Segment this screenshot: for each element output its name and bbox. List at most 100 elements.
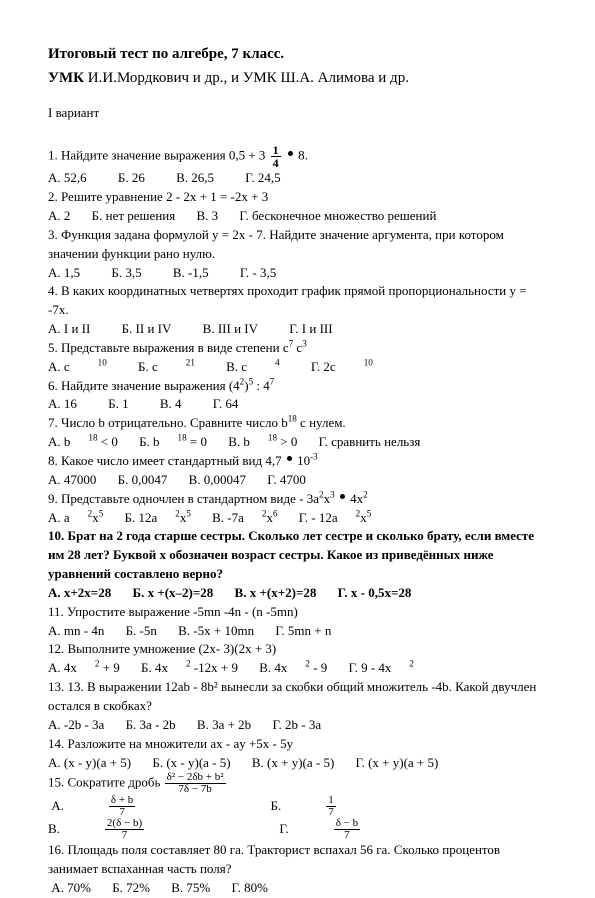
q5-opt-c: В. c4 [226, 358, 280, 377]
q2-options: А. 2 Б. нет решения В. 3 Г. бесконечное … [48, 207, 547, 226]
q8-opt-a: А. 47000 [48, 471, 96, 490]
dot-icon [287, 456, 292, 461]
q12-opt-b: Б. 4x2 -12x + 9 [141, 659, 238, 678]
q7-options: А. b18 < 0 Б. b18 = 0 В. b18 > 0 Г. срав… [48, 433, 547, 452]
q6-opt-a: А. 16 [48, 395, 77, 414]
question-3: 3. Функция задана формулой y = 2x - 7. Н… [48, 226, 547, 264]
q16-options: А. 70% Б. 72% В. 75% Г. 80% [48, 879, 547, 898]
q13-opt-d: Г. 2b - 3a [272, 716, 321, 735]
q14-options: А. (x - y)(a + 5) Б. (x - y)(a - 5) В. (… [48, 754, 547, 773]
q8-text: 8. Какое число имеет стандартный вид 4,7 [48, 453, 285, 468]
question-6: 6. Найдите значение выражения (42)5 : 47 [48, 377, 547, 396]
q14-opt-c: В. (x + y)(a - 5) [252, 754, 334, 773]
q16-opt-b: Б. 72% [112, 879, 150, 898]
q6-text: 6. Найдите значение выражения (4 [48, 378, 240, 393]
q5-opt-b: Б. c21 [138, 358, 195, 377]
q1-opt-b: Б. 26 [118, 169, 145, 188]
q1-opt-d: Г. 24,5 [245, 169, 280, 188]
q8-opt-b: Б. 0,0047 [118, 471, 168, 490]
q15-options: А. δ + b7 Б. 17 В. 2(δ − b)7 Г. δ − b7 [48, 795, 547, 841]
q10-opt-b: Б. x +(x–2)=28 [132, 584, 213, 603]
q5-opt-d: Г. 2c10 [311, 358, 373, 377]
q5-options: А. c10 Б. c21 В. c4 Г. 2c10 [48, 358, 547, 377]
q10-options: А. x+2x=28 Б. x +(x–2)=28 В. x +(x+2)=28… [48, 584, 547, 603]
page-title: Итоговый тест по алгебре, 7 класс. [48, 44, 547, 66]
q6-options: А. 16 Б. 1 В. 4 Г. 64 [48, 395, 547, 414]
q5-opt-a: А. c10 [48, 358, 107, 377]
q15-opt-a: А. δ + b7 [48, 795, 223, 818]
question-8: 8. Какое число имеет стандартный вид 4,7… [48, 452, 547, 471]
q7-tail: с нулем. [297, 415, 346, 430]
subtitle-body: И.И.Мордкович и др., и УМК Ш.А. Алимова … [88, 70, 409, 86]
q15-text: 15. Сократите дробь [48, 775, 164, 790]
q1-text: 1. Найдите значение выражения 0,5 + 3 [48, 148, 269, 163]
q6-opt-d: Г. 64 [213, 395, 239, 414]
subtitle-prefix: УМК [48, 70, 88, 86]
question-13: 13. 13. В выражении 12ab - 8b² вынесли з… [48, 678, 547, 716]
q4-opt-c: В. III и IV [203, 320, 258, 339]
q4-opt-b: Б. II и IV [122, 320, 172, 339]
q9-options: А. a2x5 Б. 12a2x5 В. -7a2x6 Г. - 12a2x5 [48, 509, 547, 528]
question-12: 12. Выполните умножение (2x- 3)(2x + 3) [48, 640, 547, 659]
q10-opt-d: Г. x - 0,5x=28 [338, 584, 412, 603]
q3-opt-d: Г. - 3,5 [240, 264, 276, 283]
q8-opt-c: В. 0,00047 [189, 471, 246, 490]
q15-opt-d: Г. δ − b7 [279, 818, 448, 841]
question-7: 7. Число b отрицательно. Сравните число … [48, 414, 547, 433]
q9-opt-b: Б. 12a2x5 [125, 509, 191, 528]
q10-opt-a: А. x+2x=28 [48, 584, 111, 603]
page-subtitle: УМК И.И.Мордкович и др., и УМК Ш.А. Алим… [48, 68, 547, 90]
fraction-icon: δ² − 2δb + b²7δ − 7b [165, 772, 226, 795]
q3-opt-b: Б. 3,5 [111, 264, 141, 283]
q13-opt-a: А. -2b - 3a [48, 716, 104, 735]
q12-options: А. 4x2 + 9 Б. 4x2 -12x + 9 В. 4x2 - 9 Г.… [48, 659, 547, 678]
q11-opt-a: А. mn - 4n [48, 622, 104, 641]
q4-opt-a: А. I и II [48, 320, 90, 339]
q9-opt-c: В. -7a2x6 [212, 509, 277, 528]
q11-options: А. mn - 4n Б. -5n В. -5x + 10mn Г. 5mn +… [48, 622, 547, 641]
q13-opt-b: Б. 3a - 2b [126, 716, 176, 735]
q7-text: 7. Число b отрицательно. Сравните число … [48, 415, 288, 430]
q5-text: 5. Представьте выражения в виде степени … [48, 340, 289, 355]
q12-opt-d: Г. 9 - 4x2 [349, 659, 414, 678]
q12-opt-c: В. 4x2 - 9 [259, 659, 327, 678]
q11-opt-d: Г. 5mn + n [275, 622, 331, 641]
q6-opt-c: В. 4 [160, 395, 182, 414]
q10-opt-c: В. x +(x+2)=28 [235, 584, 317, 603]
q3-opt-a: А. 1,5 [48, 264, 80, 283]
q14-opt-a: А. (x - y)(a + 5) [48, 754, 131, 773]
q13-options: А. -2b - 3a Б. 3a - 2b В. 3a + 2b Г. 2b … [48, 716, 547, 735]
q11-opt-c: В. -5x + 10mn [178, 622, 254, 641]
q9-opt-a: А. a2x5 [48, 509, 103, 528]
q1-options: А. 52,6 Б. 26 В. 26,5 Г. 24,5 [48, 169, 547, 188]
q2-opt-b: Б. нет решения [92, 207, 176, 226]
question-10: 10. Брат на 2 года старше сестры. Скольк… [48, 527, 547, 584]
q2-opt-c: В. 3 [196, 207, 218, 226]
q16-opt-c: В. 75% [171, 879, 210, 898]
q7-opt-d: Г. сравнить нельзя [319, 433, 421, 452]
q15-opt-b: Б. 17 [271, 795, 424, 818]
q7-opt-b: Б. b18 = 0 [139, 433, 207, 452]
q11-opt-b: Б. -5n [126, 622, 157, 641]
q16-opt-a: А. 70% [51, 879, 91, 898]
q8-opt-d: Г. 4700 [267, 471, 306, 490]
q7-opt-a: А. b18 < 0 [48, 433, 118, 452]
q3-options: А. 1,5 Б. 3,5 В. -1,5 Г. - 3,5 [48, 264, 547, 283]
question-15: 15. Сократите дробь δ² − 2δb + b²7δ − 7b [48, 772, 547, 795]
q12-opt-a: А. 4x2 + 9 [48, 659, 120, 678]
q7-opt-c: В. b18 > 0 [228, 433, 297, 452]
dot-icon [288, 151, 293, 156]
q15-opt-c: В. 2(δ − b)7 [48, 818, 232, 841]
question-2: 2. Решите уравнение 2 - 2x + 1 = -2x + 3 [48, 188, 547, 207]
q16-opt-d: Г. 80% [232, 879, 268, 898]
variant-label: I вариант [48, 104, 547, 123]
q9-opt-d: Г. - 12a2x5 [299, 509, 372, 528]
q2-opt-d: Г. бесконечное множество решений [239, 207, 436, 226]
question-16: 16. Площадь поля составляет 80 га. Тракт… [48, 841, 547, 879]
q6-opt-b: Б. 1 [108, 395, 128, 414]
q4-opt-d: Г. I и III [289, 320, 332, 339]
q9-text: 9. Представьте одночлен в стандартном ви… [48, 491, 319, 506]
question-11: 11. Упростите выражение -5mn -4n - (n -5… [48, 603, 547, 622]
question-9: 9. Представьте одночлен в стандартном ви… [48, 490, 547, 509]
dot-icon [340, 494, 345, 499]
